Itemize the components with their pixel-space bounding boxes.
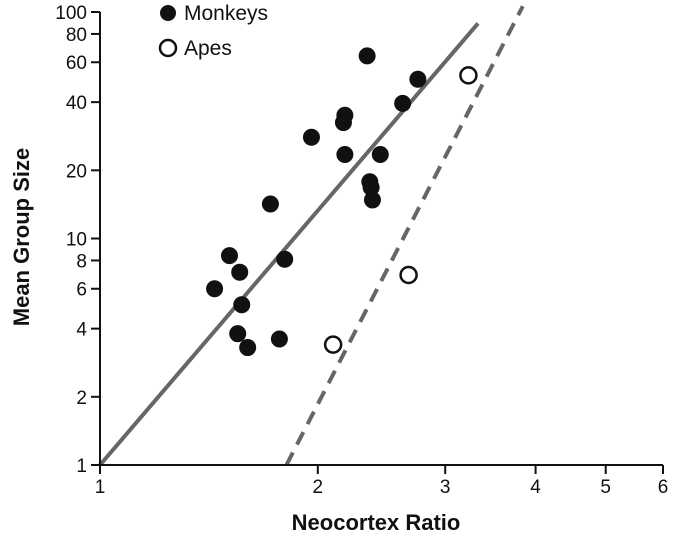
monkeys-point xyxy=(302,128,320,146)
apes-point xyxy=(459,66,478,85)
monkeys-fit-line xyxy=(98,22,480,467)
legend-apes-marker xyxy=(158,38,178,58)
x-tick-label: 6 xyxy=(658,477,669,498)
apes-point xyxy=(323,335,343,354)
y-tick-label: 8 xyxy=(76,251,87,272)
monkeys-point xyxy=(229,325,247,343)
y-tick-label: 80 xyxy=(66,25,87,46)
legend-monkeys-label: Monkeys xyxy=(184,2,268,25)
monkeys-point xyxy=(371,145,389,163)
monkeys-point xyxy=(336,145,354,163)
y-axis-title: Mean Group Size xyxy=(9,148,34,326)
monkeys-point xyxy=(239,339,257,357)
monkeys-point xyxy=(233,296,251,314)
x-tick-label: 4 xyxy=(530,477,541,498)
monkeys-point xyxy=(231,263,249,281)
legend-apes-label: Apes xyxy=(184,37,232,60)
x-tick-label: 3 xyxy=(440,477,451,498)
monkeys-point xyxy=(358,47,376,65)
monkeys-point xyxy=(206,280,224,298)
data-points xyxy=(206,47,478,357)
y-tick-label: 10 xyxy=(66,230,87,251)
y-tick-label: 2 xyxy=(76,388,87,409)
regression-lines xyxy=(98,5,525,467)
apes-fit-line xyxy=(284,5,525,466)
monkeys-point xyxy=(336,106,354,124)
monkeys-point xyxy=(220,247,238,265)
x-tick-label: 2 xyxy=(313,477,324,498)
monkeys-point xyxy=(270,330,288,348)
apes-point xyxy=(399,265,418,285)
y-tick-label: 6 xyxy=(76,280,87,301)
x-axis-title: Neocortex Ratio xyxy=(292,510,461,535)
axes xyxy=(99,12,663,466)
monkeys-point xyxy=(363,191,381,209)
legend: Monkeys Apes xyxy=(158,2,268,60)
x-tick-label: 5 xyxy=(600,477,611,498)
y-tick-label: 1 xyxy=(76,456,87,477)
monkeys-point xyxy=(409,70,427,88)
y-tick-label: 20 xyxy=(66,161,87,182)
monkeys-point xyxy=(276,250,294,268)
y-tick-label: 40 xyxy=(66,93,87,114)
monkeys-point xyxy=(394,94,412,112)
monkeys-point xyxy=(261,195,279,213)
x-tick-label: 1 xyxy=(95,477,106,498)
legend-monkeys-marker xyxy=(160,5,176,21)
y-tick-label: 4 xyxy=(76,320,87,341)
y-tick-label: 100 xyxy=(55,3,87,24)
y-tick-label: 60 xyxy=(66,53,87,74)
